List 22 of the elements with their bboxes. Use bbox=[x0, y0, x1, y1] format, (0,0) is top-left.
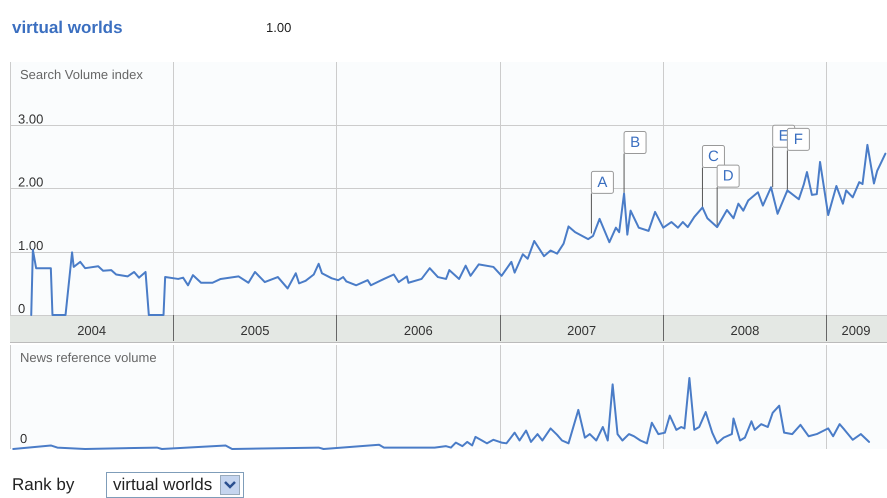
y-tick-label: 0 bbox=[18, 301, 26, 316]
x-tick-label: 2005 bbox=[240, 323, 270, 338]
y-tick-label: 2.00 bbox=[18, 174, 44, 190]
annotation: D bbox=[722, 168, 734, 185]
text: 1.00 bbox=[266, 20, 292, 35]
x-tick-label: 2007 bbox=[567, 323, 596, 338]
x-tick-label: 2006 bbox=[404, 323, 433, 338]
annotation: B bbox=[630, 134, 640, 152]
y-tick-label: 3.00 bbox=[18, 111, 44, 126]
x-tick-label: 2009 bbox=[842, 323, 870, 338]
dropdown: virtual worlds bbox=[106, 472, 244, 498]
annotation: F bbox=[794, 130, 803, 148]
text: Rank by bbox=[12, 475, 74, 495]
y-tick-label: 1.00 bbox=[18, 238, 44, 253]
x-tick-label: 2008 bbox=[730, 323, 760, 338]
annotation: C bbox=[708, 148, 720, 165]
y-axis-title: News reference volume bbox=[20, 350, 157, 365]
chart-title: virtual worlds bbox=[12, 18, 123, 38]
y-axis-title: Search Volume index bbox=[20, 67, 144, 82]
annotation: A bbox=[597, 174, 608, 191]
x-tick-label: 2004 bbox=[77, 323, 106, 338]
annotation: E bbox=[778, 128, 789, 145]
